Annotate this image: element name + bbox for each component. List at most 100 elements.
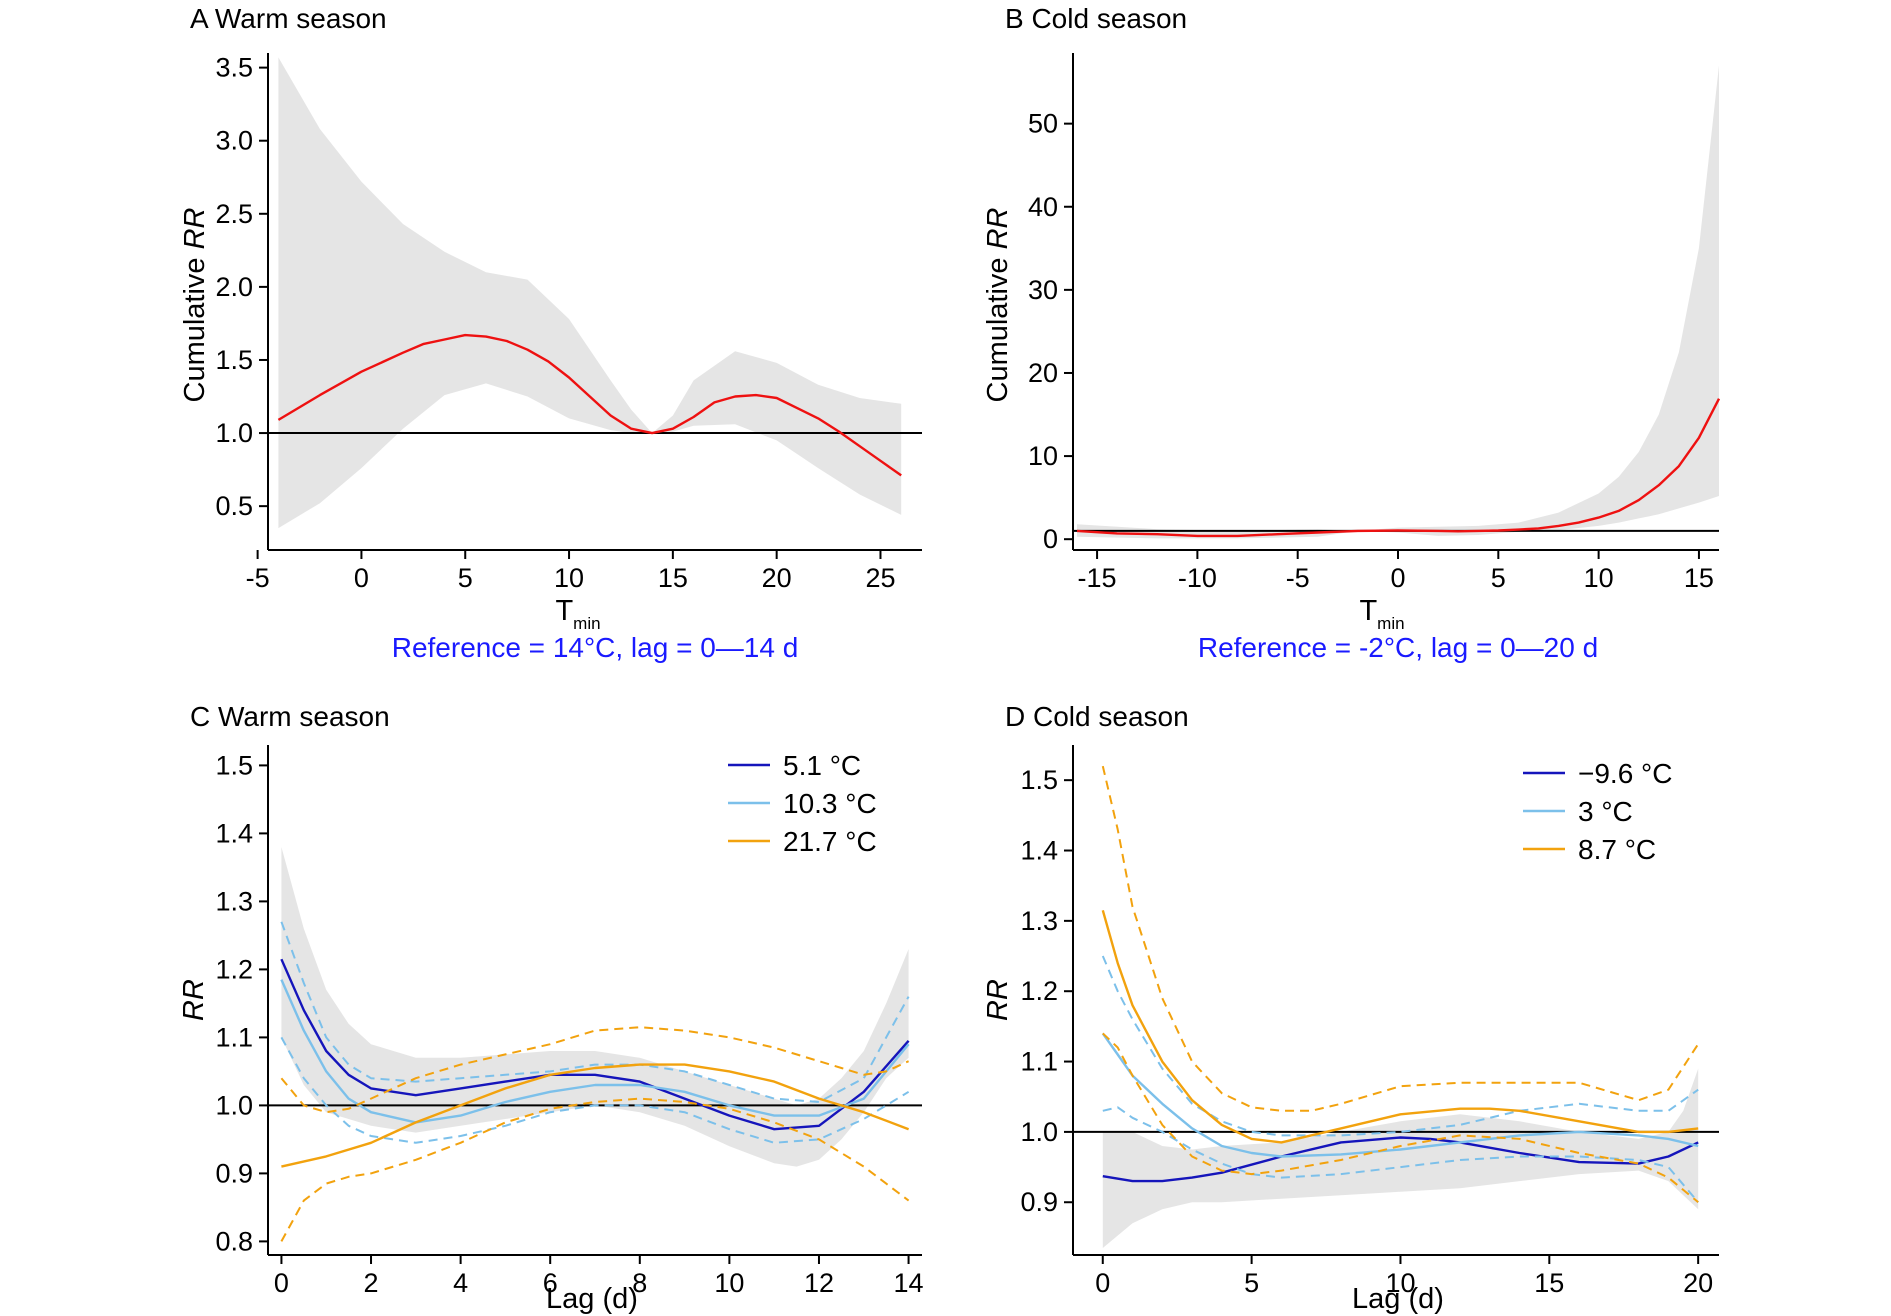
- y-tick-label: 1.4: [1020, 836, 1058, 866]
- y-tick-label: 1.0: [1020, 1117, 1058, 1147]
- y-tick-label: 1.0: [215, 1090, 253, 1120]
- y-tick-label: 1.2: [215, 954, 253, 984]
- panel-title: A Warm season: [190, 3, 387, 34]
- x-axis-title: Lag (d): [1352, 1283, 1444, 1315]
- y-tick-label: 1.0: [215, 418, 253, 448]
- x-tick-label: 15: [1684, 563, 1714, 593]
- x-tick-label: -5: [1286, 563, 1310, 593]
- panel-title: C Warm season: [190, 701, 390, 732]
- plot-area: -15 -10 -5 0 5 10 15 0 10 20 30 40 50: [1028, 53, 1721, 593]
- confidence-band: [278, 57, 902, 529]
- plot-area: 0 2 4 6 8 10 12 14 0.8 0.9 1.0 1.1 1.2 1.3 1.4 1.5 5.1 °…: [215, 745, 924, 1298]
- ci-line-orange: [1101, 765, 1700, 1112]
- panel-title: D Cold season: [1005, 701, 1189, 732]
- ci-line-orange: [280, 1026, 910, 1114]
- ci-line-light-blue: [1101, 955, 1699, 1137]
- ci-line-orange: [1102, 1032, 1699, 1203]
- y-tick-label: 1.5: [215, 750, 253, 780]
- y-tick-label: 1.2: [1020, 976, 1058, 1006]
- legend-label: 8.7 °C: [1578, 834, 1656, 865]
- plot-area: -5 0 5 10 15 20 25 0.5 1.0 1.5 2.0 2.5 3.0 3.5: [215, 53, 922, 593]
- series-line-light-blue: [280, 979, 910, 1124]
- y-tick-label: 1.4: [215, 818, 253, 848]
- y-tick-label: 0: [1043, 524, 1058, 554]
- series-line-orange: [281, 1063, 910, 1168]
- y-tick-label: 1.1: [215, 1022, 253, 1052]
- y-axis-title: RR: [178, 979, 210, 1021]
- confidence-band: [1102, 1068, 1699, 1248]
- y-tick-label: 30: [1028, 275, 1058, 305]
- x-tick-label: 0: [1390, 563, 1405, 593]
- x-tick-label: -15: [1078, 563, 1117, 593]
- x-tick-label: 20: [1683, 1268, 1713, 1298]
- x-tick-label: 15: [658, 563, 688, 593]
- x-tick-label: 12: [804, 1268, 834, 1298]
- x-tick-label: 0: [354, 563, 369, 593]
- series-line-red: [1076, 398, 1721, 538]
- y-tick-label: 1.3: [215, 886, 253, 916]
- y-axis-title: RR: [982, 979, 1014, 1021]
- panel-a-warm-season: A Warm season -5 0 5 10 15 20 25 0.5 1.0 1.5 2.0 2.…: [179, 3, 922, 663]
- series-line-dark-blue: [1102, 1136, 1699, 1183]
- y-tick-label: 0.5: [215, 491, 253, 521]
- legend-label: 3 °C: [1578, 796, 1633, 827]
- y-tick-label: 10: [1028, 441, 1058, 471]
- panel-b-cold-season: B Cold season -15 -10 -5 0 5 10 1501020304050 …: [982, 3, 1721, 663]
- y-tick-label: 20: [1028, 358, 1058, 388]
- y-tick-label: 1.1: [1020, 1047, 1058, 1077]
- x-tick-label: 5: [1491, 563, 1506, 593]
- x-tick-label: 2: [364, 1268, 379, 1298]
- y-tick-label: 1.5: [1020, 765, 1058, 795]
- y-tick-label: 0.9: [1020, 1187, 1058, 1217]
- x-tick-label: -10: [1178, 563, 1217, 593]
- ci-line-light-blue: [280, 1036, 910, 1144]
- y-tick-label: 0.9: [215, 1158, 253, 1188]
- x-tick-label: 20: [762, 563, 792, 593]
- x-tick-label: 10: [554, 563, 584, 593]
- y-tick-label: 1.3: [1020, 906, 1058, 936]
- legend-label: 5.1 °C: [783, 750, 861, 781]
- ci-line-light-blue: [1102, 1106, 1699, 1203]
- series-line-red: [277, 333, 902, 477]
- ci-line-orange: [280, 1097, 910, 1242]
- y-tick-label: 40: [1028, 192, 1058, 222]
- x-tick-label: 25: [865, 563, 895, 593]
- x-tick-label: 5: [458, 563, 473, 593]
- y-tick-label: 2.5: [215, 199, 253, 229]
- y-tick-label: 0.8: [215, 1226, 253, 1256]
- y-axis-title: Cumulative RR: [179, 207, 211, 402]
- panel-title: B Cold season: [1005, 3, 1187, 34]
- plot-area: 0 5 10 15 20 0.9 1.0 1.1 1.2 1.3 1.4 1.5 −9.6 °C 3 °C…: [1020, 745, 1719, 1298]
- x-tick-label: 5: [1244, 1268, 1259, 1298]
- x-tick-label: 8: [632, 1268, 647, 1298]
- confidence-band: [281, 847, 909, 1167]
- x-tick-label: 14: [894, 1268, 924, 1298]
- y-tick-label: 3.5: [215, 53, 253, 83]
- x-tick-label: 0: [274, 1268, 289, 1298]
- x-axis-title: Tmin: [1359, 595, 1404, 633]
- x-tick-label: 10: [714, 1268, 744, 1298]
- series-line-orange: [1101, 909, 1699, 1144]
- y-axis-title: Cumulative RR: [982, 207, 1014, 402]
- y-tick-label: 3.0: [215, 126, 253, 156]
- y-tick-label: 50: [1028, 109, 1058, 139]
- confidence-band: [1077, 65, 1719, 539]
- x-axis-title: Lag (d): [546, 1283, 638, 1315]
- x-tick-label: 4: [453, 1268, 468, 1298]
- series-line-light-blue: [1101, 1032, 1699, 1158]
- x-tick-label: 10: [1584, 563, 1614, 593]
- x-tick-label: 15: [1534, 1268, 1564, 1298]
- y-tick-label: 2.0: [215, 272, 253, 302]
- panel-c-warm-season: C Warm season 0 2 4 6 8 10 12 14 0.8 0.9 1.0 1.1 1.2…: [178, 701, 924, 1315]
- x-axis-title: Tmin: [555, 595, 600, 633]
- reference-note: Reference = 14°C, lag = 0—14 d: [392, 632, 799, 663]
- x-tick-label: 0: [1095, 1268, 1110, 1298]
- ci-line-light-blue: [280, 921, 910, 1103]
- legend-label: −9.6 °C: [1578, 758, 1672, 789]
- x-tick-label: 6: [543, 1268, 558, 1298]
- y-tick-label: 1.5: [215, 345, 253, 375]
- legend-label: 21.7 °C: [783, 826, 877, 857]
- legend-label: 10.3 °C: [783, 788, 877, 819]
- reference-note: Reference = -2°C, lag = 0—20 d: [1198, 632, 1598, 663]
